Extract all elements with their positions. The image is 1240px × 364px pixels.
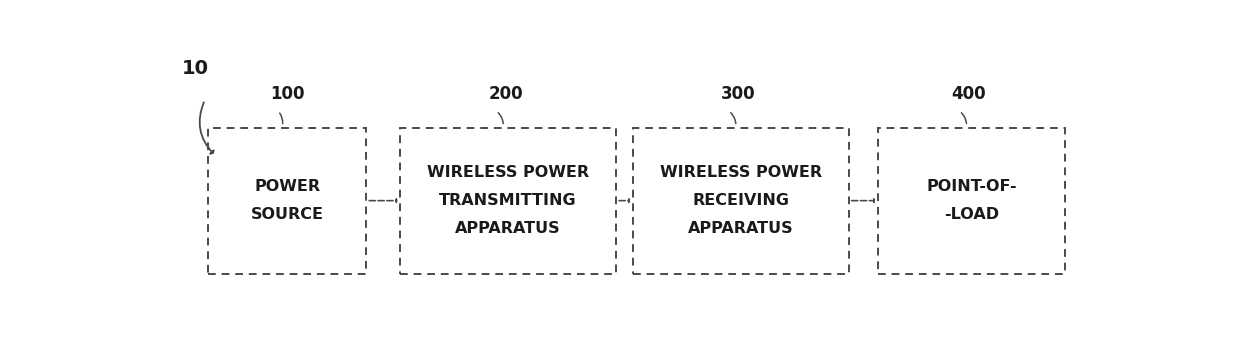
Bar bbox=[632, 128, 849, 273]
Text: 10: 10 bbox=[182, 59, 208, 78]
Text: WIRELESS POWER: WIRELESS POWER bbox=[427, 165, 589, 180]
Text: POINT-OF-: POINT-OF- bbox=[926, 179, 1017, 194]
Text: APPARATUS: APPARATUS bbox=[455, 221, 560, 236]
Text: 300: 300 bbox=[720, 85, 755, 103]
Text: 100: 100 bbox=[270, 85, 305, 103]
Text: POWER: POWER bbox=[254, 179, 320, 194]
Text: 200: 200 bbox=[489, 85, 523, 103]
Text: 400: 400 bbox=[951, 85, 986, 103]
Text: SOURCE: SOURCE bbox=[250, 207, 324, 222]
Bar bbox=[208, 128, 367, 273]
Text: -LOAD: -LOAD bbox=[944, 207, 999, 222]
Bar bbox=[878, 128, 1065, 273]
Bar bbox=[401, 128, 616, 273]
Text: TRANSMITTING: TRANSMITTING bbox=[439, 193, 577, 208]
Text: RECEIVING: RECEIVING bbox=[692, 193, 789, 208]
Text: APPARATUS: APPARATUS bbox=[688, 221, 794, 236]
Text: WIRELESS POWER: WIRELESS POWER bbox=[660, 165, 822, 180]
